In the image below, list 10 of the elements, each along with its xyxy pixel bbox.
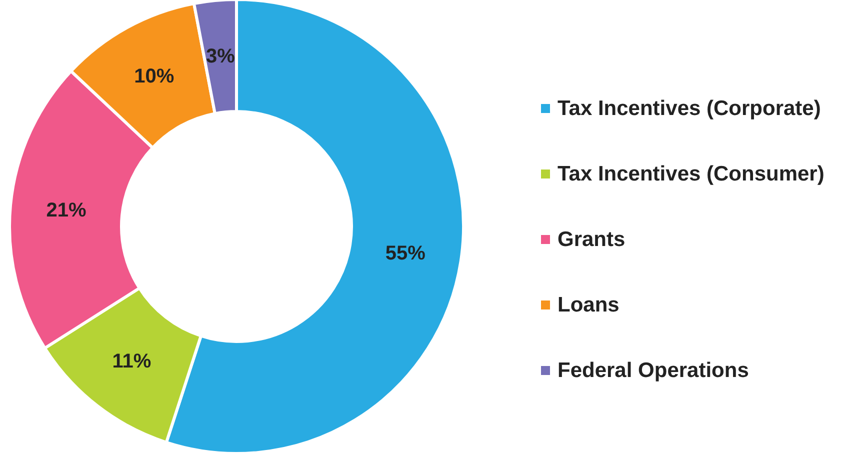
legend-label: Federal Operations [558, 359, 749, 382]
legend-label: Grants [558, 228, 626, 251]
legend-label: Tax Incentives (Consumer) [558, 162, 824, 186]
data-label: 55% [385, 242, 426, 264]
data-label: 11% [112, 350, 152, 373]
legend-label: Tax Incentives (Corporate) [558, 97, 821, 120]
data-label: 3% [206, 45, 236, 68]
data-label: 10% [134, 66, 174, 88]
legend-label: Loans [558, 294, 620, 316]
data-label: 21% [46, 199, 86, 222]
